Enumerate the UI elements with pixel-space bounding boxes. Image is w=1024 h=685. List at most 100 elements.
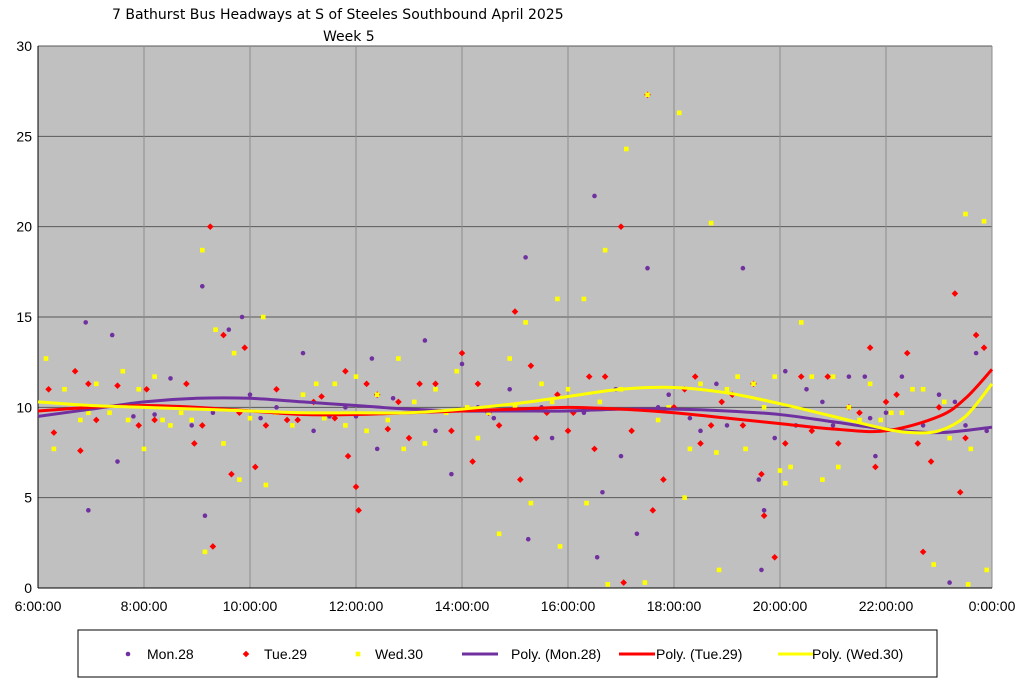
trendline-2: [37, 368, 994, 434]
data-point-series-3: [645, 92, 650, 98]
data-point-series-1: [210, 410, 216, 416]
data-point-series-2: [50, 429, 58, 436]
data-point-series-3: [152, 374, 157, 379]
data-point-series-2: [294, 416, 301, 424]
data-point-series-1: [592, 193, 597, 199]
data-point-series-3: [507, 356, 512, 361]
data-point-series-3: [899, 410, 905, 416]
data-point-series-3: [321, 415, 327, 421]
data-point-series-3: [364, 428, 369, 434]
chart-title: 7 Bathurst Bus Headways at S of Steeles …: [112, 7, 564, 23]
data-point-series-1: [820, 399, 825, 405]
data-point-series-1: [740, 265, 746, 271]
data-point-series-3: [878, 417, 883, 423]
data-point-series-1: [258, 415, 263, 421]
data-point-series-2: [355, 507, 362, 514]
data-point-series-1: [952, 399, 958, 405]
data-point-series-1: [867, 415, 873, 421]
data-point-series-1: [374, 446, 380, 452]
data-point-series-1: [300, 350, 306, 356]
data-point-series-1: [761, 508, 767, 513]
data-point-series-3: [62, 386, 67, 392]
data-point-series-1: [973, 350, 979, 356]
data-point-series-3: [910, 386, 915, 392]
data-point-series-2: [951, 290, 959, 297]
data-point-series-1: [756, 477, 762, 482]
data-point-series-2: [273, 385, 280, 393]
data-point-series-2: [151, 416, 158, 424]
data-point-series-1: [433, 428, 438, 434]
data-point-series-3: [655, 417, 661, 423]
data-point-series-2: [856, 409, 863, 417]
data-point-series-3: [714, 450, 719, 455]
data-point-series-3: [332, 381, 338, 387]
x-tick-label: 6:00:00: [15, 598, 62, 614]
data-point-series-3: [136, 386, 141, 392]
data-point-series-3: [555, 296, 560, 302]
data-point-series-1: [109, 332, 115, 338]
data-point-series-3: [401, 446, 406, 452]
data-point-series-3: [666, 405, 671, 410]
data-point-series-1: [507, 386, 512, 392]
x-tick-label: 18:00:00: [647, 598, 702, 614]
data-point-series-3: [751, 381, 756, 387]
data-point-series-2: [495, 422, 503, 429]
data-point-series-1: [226, 327, 232, 332]
data-point-series-3: [708, 220, 714, 226]
data-point-series-3: [968, 446, 974, 452]
data-point-series-3: [809, 374, 815, 379]
data-point-series-1: [152, 412, 157, 417]
data-point-series-2: [771, 553, 778, 561]
data-point-series-2: [209, 543, 217, 550]
data-point-series-3: [857, 417, 862, 423]
data-point-series-3: [605, 582, 611, 587]
y-tick-label: 25: [16, 128, 32, 144]
data-point-series-3: [965, 582, 971, 587]
data-point-series-3: [920, 386, 926, 392]
data-point-series-3: [820, 477, 825, 482]
data-point-series-3: [942, 399, 947, 405]
data-point-series-3: [947, 435, 952, 441]
data-point-series-2: [914, 440, 922, 447]
data-point-series-3: [602, 247, 608, 253]
data-point-series-3: [867, 381, 873, 387]
data-point-series-2: [585, 373, 593, 380]
data-point-series-2: [228, 470, 235, 478]
data-point-series-3: [213, 327, 218, 332]
data-point-series-2: [318, 393, 325, 400]
data-point-series-1: [239, 314, 245, 320]
data-point-series-2: [707, 422, 715, 429]
data-point-series-3: [677, 110, 682, 116]
data-point-series-2: [620, 579, 627, 586]
data-point-series-3: [202, 549, 208, 555]
data-point-series-2: [517, 476, 524, 483]
x-tick-label: 22:00:00: [859, 598, 914, 614]
x-tick-label: 0:00:00: [969, 598, 1016, 614]
legend-marker-1: [125, 651, 131, 657]
data-point-series-2: [866, 344, 874, 352]
legend-label-6: Poly. (Wed.30): [812, 646, 903, 662]
data-point-series-2: [601, 373, 609, 380]
data-point-series-2: [919, 548, 927, 556]
x-tick-label: 10:00:00: [223, 598, 278, 614]
data-point-series-2: [352, 483, 360, 491]
data-point-series-3: [353, 374, 359, 379]
data-point-series-1: [189, 423, 194, 428]
data-point-series-3: [761, 405, 767, 410]
data-point-series-3: [528, 500, 534, 506]
data-point-series-2: [344, 452, 352, 460]
data-point-series-3: [512, 405, 518, 410]
data-point-series-1: [830, 423, 836, 428]
data-point-series-3: [523, 320, 528, 325]
trendline-1: [37, 396, 993, 435]
data-point-series-2: [45, 385, 52, 393]
data-point-series-3: [51, 446, 57, 452]
data-point-series-3: [290, 423, 295, 428]
data-point-series-3: [422, 441, 428, 446]
data-point-series-3: [94, 381, 99, 387]
data-point-series-3: [107, 410, 112, 416]
data-point-series-1: [984, 428, 989, 434]
y-tick-label: 10: [16, 399, 32, 415]
data-point-series-2: [77, 447, 84, 454]
data-point-series-3: [539, 381, 544, 387]
